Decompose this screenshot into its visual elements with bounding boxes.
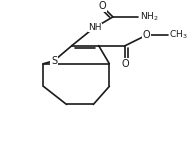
Text: O: O bbox=[122, 59, 129, 69]
Text: CH$_3$: CH$_3$ bbox=[169, 29, 188, 41]
Text: S: S bbox=[51, 56, 57, 66]
Text: NH: NH bbox=[88, 23, 102, 32]
Text: O: O bbox=[143, 30, 150, 40]
Text: O: O bbox=[98, 1, 106, 11]
Text: NH$_2$: NH$_2$ bbox=[140, 11, 158, 23]
